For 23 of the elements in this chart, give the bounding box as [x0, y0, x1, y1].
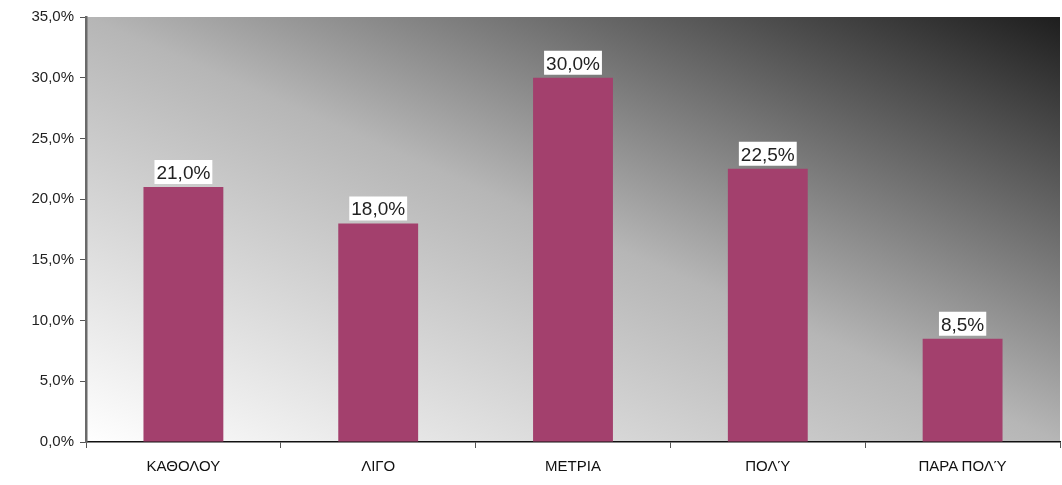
x-tick-label: ΠΑΡΑ ΠΟΛΎ	[918, 457, 1007, 475]
data-label: 18,0%	[351, 198, 406, 220]
y-tick-label: 35,0%	[31, 7, 74, 25]
bar	[922, 338, 1003, 442]
bar	[143, 187, 224, 442]
bar	[727, 168, 808, 442]
y-tick-label: 0,0%	[39, 432, 74, 450]
y-tick-label: 30,0%	[31, 67, 74, 85]
data-label: 8,5%	[940, 313, 985, 335]
data-label: 21,0%	[156, 162, 211, 183]
y-tick-label: 25,0%	[31, 128, 74, 146]
x-tick-label: ΛΙΓΟ	[361, 457, 396, 475]
bar	[338, 223, 419, 442]
bar	[533, 77, 613, 442]
y-tick-label: 15,0%	[31, 250, 74, 267]
x-tick-label: ΠΟΛΎ	[745, 457, 791, 475]
x-tick-label: ΜΕΤΡΙΑ	[545, 457, 601, 475]
data-label: 30,0%	[546, 52, 601, 74]
data-label: 22,5%	[740, 143, 795, 165]
y-tick-label: 10,0%	[31, 310, 74, 328]
y-tick-label: 5,0%	[39, 371, 74, 389]
y-tick-label: 20,0%	[31, 189, 74, 207]
x-tick-label: ΚΑΘΟΛΟΥ	[146, 457, 221, 475]
